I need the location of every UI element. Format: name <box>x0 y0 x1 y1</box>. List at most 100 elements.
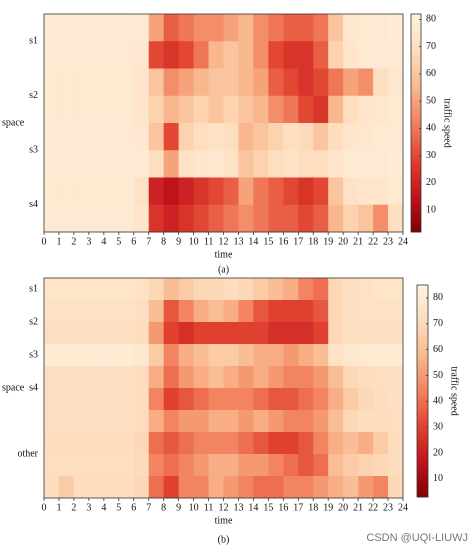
colorbar-strip <box>411 57 421 61</box>
x-tick-label: 9 <box>176 236 181 247</box>
heatmap-cell <box>118 41 135 69</box>
heatmap-cell <box>44 388 60 411</box>
heatmap-cell <box>88 454 105 477</box>
heatmap-cell <box>88 14 105 42</box>
heatmap-cell <box>313 95 329 124</box>
heatmap-cell <box>44 300 60 323</box>
heatmap-cell <box>313 278 329 301</box>
heatmap-cell <box>103 366 120 389</box>
heatmap-cell <box>328 344 344 367</box>
heatmap-cell <box>208 410 224 433</box>
heatmap-cell <box>73 278 90 301</box>
heatmap-cell <box>223 476 239 499</box>
heatmap-cell <box>268 322 284 345</box>
colorbar-tick-label: 10 <box>433 473 443 484</box>
heatmap-cell <box>103 278 120 301</box>
colorbar-strip <box>411 14 421 18</box>
heatmap-cell <box>73 322 90 345</box>
heatmap-cell <box>58 41 75 69</box>
colorbar-tick-label: 40 <box>433 396 443 407</box>
heatmap-cell <box>313 123 329 151</box>
heatmap-cell <box>44 278 60 301</box>
heatmap-cell <box>373 41 389 69</box>
colorbar-strip <box>411 147 421 151</box>
heatmap-cell <box>373 278 389 301</box>
heatmap-cell <box>298 322 314 345</box>
colorbar-strip <box>417 441 428 445</box>
heatmap-cell <box>163 344 180 367</box>
heatmap-cell <box>133 123 150 151</box>
colorbar-strip <box>411 204 421 208</box>
heatmap-cell <box>223 177 239 206</box>
heatmap-cell <box>88 204 105 233</box>
heatmap-cell <box>193 177 209 206</box>
heatmap-cell <box>163 204 180 233</box>
heatmap-cell <box>238 344 254 367</box>
colorbar-strip <box>417 470 428 474</box>
heatmap-cell <box>343 344 359 367</box>
heatmap-cell <box>133 476 150 499</box>
colorbar-strip <box>417 393 428 397</box>
heatmap-cell <box>328 454 344 477</box>
heatmap-cell <box>328 68 344 97</box>
heatmap-cell <box>313 454 329 477</box>
heatmap-cell <box>148 150 165 178</box>
heatmap-cell <box>163 177 180 206</box>
colorbar-strip <box>411 114 421 118</box>
colorbar-strip <box>411 144 421 148</box>
heatmap-cell <box>148 14 165 42</box>
heatmap-cell <box>118 344 135 367</box>
x-tick-label: 22 <box>368 236 378 247</box>
colorbar-strip <box>417 383 428 387</box>
colorbar-strip <box>411 117 421 121</box>
heatmap-cell <box>193 388 209 411</box>
heatmap-cell <box>328 476 344 499</box>
heatmap-cell <box>373 95 389 124</box>
heatmap-cell <box>208 41 224 69</box>
heatmap-cell <box>283 150 299 178</box>
colorbar-frame <box>416 284 429 498</box>
heatmap-cell <box>238 410 254 433</box>
heatmap-cell <box>328 388 344 411</box>
heatmap-cell <box>238 14 254 42</box>
heatmap-cell <box>358 41 374 69</box>
heatmap-cell <box>313 177 329 206</box>
heatmap-cell <box>328 432 344 455</box>
heatmap-cell <box>178 123 194 151</box>
heatmap-cell <box>73 300 90 323</box>
colorbar-tick-label: 40 <box>426 123 436 134</box>
heatmap-cell <box>373 14 389 42</box>
heatmap-cell <box>148 388 165 411</box>
heatmap-cell <box>343 14 359 42</box>
colorbar-strip <box>417 483 428 487</box>
colorbar-strip <box>411 93 421 97</box>
heatmap-cell <box>223 68 239 97</box>
colorbar-strip <box>411 229 421 233</box>
heatmap-cell <box>253 388 269 411</box>
heatmap-cell <box>73 150 90 178</box>
heatmap-cell <box>208 454 224 477</box>
colorbar-strip <box>411 142 421 146</box>
x-tick-label: 4 <box>101 502 106 513</box>
heatmap-cell <box>268 432 284 455</box>
colorbar-strip <box>411 60 421 64</box>
heatmap-cell <box>44 150 60 178</box>
heatmap-cell <box>223 454 239 477</box>
heatmap-cell <box>88 300 105 323</box>
row-label: s3 <box>29 349 38 360</box>
heatmap-cell <box>283 68 299 97</box>
heatmap-cell <box>238 41 254 69</box>
colorbar-strip <box>417 481 428 485</box>
heatmap-cell <box>193 344 209 367</box>
colorbar-strip <box>411 139 421 143</box>
heatmap-cell <box>328 410 344 433</box>
heatmap-cell <box>133 177 150 206</box>
colorbar-strip <box>417 489 428 493</box>
heatmap-cell <box>313 68 329 97</box>
colorbar-tick-label: 60 <box>433 344 443 355</box>
heatmap-cell <box>283 14 299 42</box>
heatmap-cell <box>373 68 389 97</box>
heatmap-cell <box>44 432 60 455</box>
colorbar-strip <box>417 425 428 429</box>
x-tick-label: 21 <box>353 236 363 247</box>
